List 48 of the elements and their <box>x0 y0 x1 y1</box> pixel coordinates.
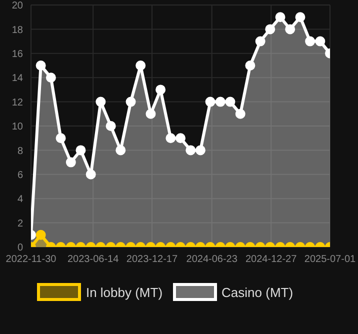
point <box>66 157 76 168</box>
y-tick-label: 8 <box>17 146 24 157</box>
x-tick-label: 2024-12-27 <box>246 254 298 266</box>
legend-label: In lobby (MT) <box>86 284 163 300</box>
point <box>36 60 46 70</box>
point <box>205 96 216 107</box>
y-tick-label: 18 <box>12 24 24 36</box>
x-tick-label: 2024-06-23 <box>186 254 238 266</box>
point <box>156 84 166 95</box>
point <box>46 72 56 83</box>
y-tick-label: 2 <box>17 218 24 230</box>
point <box>225 96 236 107</box>
x-tick-label: 2025-07-01 <box>304 254 356 266</box>
point <box>215 96 226 107</box>
x-tick-label: 2022-11-30 <box>6 254 57 266</box>
point <box>146 108 156 119</box>
point <box>245 60 256 70</box>
point <box>186 145 196 156</box>
point <box>136 60 146 70</box>
point <box>176 133 186 144</box>
point <box>106 121 116 131</box>
point <box>295 12 306 22</box>
point <box>275 12 286 22</box>
point <box>255 36 266 46</box>
point <box>285 24 296 34</box>
y-tick-label: 14 <box>12 73 24 84</box>
y-tick-label: 20 <box>12 0 24 12</box>
point <box>265 24 276 34</box>
point <box>195 145 206 156</box>
point <box>126 96 136 107</box>
point <box>305 36 316 46</box>
y-tick-label: 4 <box>17 194 24 206</box>
y-tick-label: 6 <box>17 170 24 181</box>
point <box>315 36 326 46</box>
point <box>86 169 96 180</box>
y-tick-label: 16 <box>12 48 24 60</box>
legend-label: Casino (MT) <box>222 284 294 300</box>
x-tick-label: 2023-12-17 <box>126 254 178 266</box>
point <box>235 108 246 119</box>
point <box>166 133 176 144</box>
point <box>116 145 126 156</box>
y-tick-label: 12 <box>12 97 24 108</box>
point <box>76 145 86 156</box>
y-tick-label: 10 <box>12 122 24 133</box>
point <box>56 133 66 144</box>
x-tick-label: 2023-06-14 <box>68 254 120 266</box>
y-tick-label: 0 <box>17 242 24 254</box>
point <box>96 96 106 107</box>
